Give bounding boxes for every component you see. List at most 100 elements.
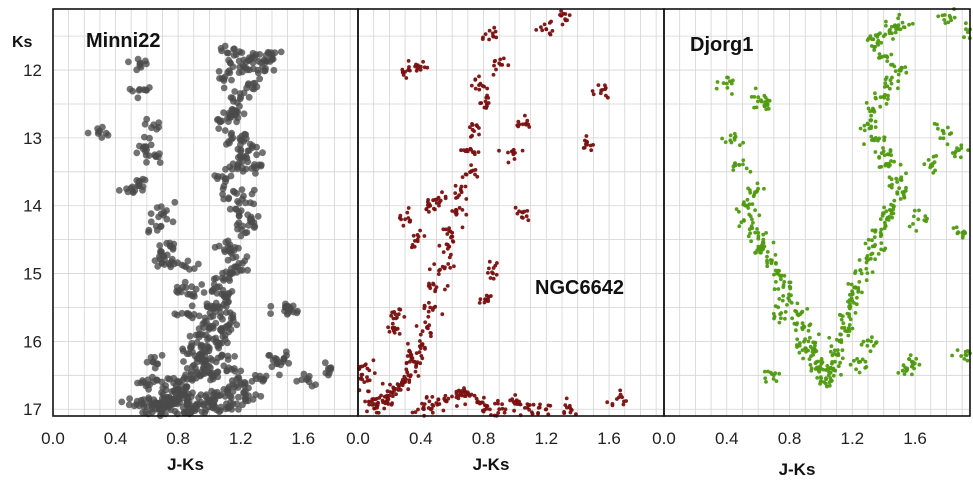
data-point xyxy=(947,132,952,137)
data-point xyxy=(741,158,746,163)
data-point xyxy=(762,104,767,109)
data-point xyxy=(480,37,485,41)
x-tick-label: 0.8 xyxy=(166,429,190,448)
data-point xyxy=(251,223,259,230)
data-point xyxy=(731,78,735,83)
data-point xyxy=(404,361,409,366)
data-point xyxy=(163,207,171,214)
data-point xyxy=(725,75,729,80)
data-point xyxy=(912,208,917,213)
data-point xyxy=(856,360,861,364)
x-tick-label: 0.8 xyxy=(778,429,802,448)
data-point xyxy=(238,49,246,56)
data-point xyxy=(962,357,967,361)
data-point xyxy=(248,377,256,385)
data-point xyxy=(878,31,882,36)
data-point xyxy=(164,375,172,382)
data-point xyxy=(443,393,448,398)
data-point xyxy=(234,114,242,122)
data-point xyxy=(891,211,896,216)
data-point xyxy=(485,86,490,91)
data-point xyxy=(422,402,427,406)
data-point xyxy=(869,134,874,139)
data-point xyxy=(748,169,753,174)
data-point xyxy=(825,364,830,368)
data-point xyxy=(779,311,784,315)
x-axis-label: J-Ks xyxy=(779,460,816,479)
data-point xyxy=(828,370,833,375)
data-point xyxy=(897,12,902,17)
data-point xyxy=(568,407,573,411)
data-point xyxy=(401,73,406,77)
data-point xyxy=(262,64,269,72)
data-point xyxy=(143,358,151,366)
data-point xyxy=(873,119,878,124)
data-point xyxy=(204,336,211,343)
data-point xyxy=(442,266,447,271)
data-point xyxy=(896,86,900,91)
data-point xyxy=(946,125,950,130)
data-point xyxy=(959,143,964,148)
data-point xyxy=(496,398,500,403)
data-point xyxy=(888,78,893,82)
data-point xyxy=(733,134,738,139)
data-point xyxy=(933,168,937,173)
data-point xyxy=(411,359,416,364)
data-point xyxy=(240,192,247,200)
data-point xyxy=(438,267,442,272)
data-point xyxy=(741,218,746,222)
data-point xyxy=(235,405,242,413)
data-point xyxy=(806,339,811,344)
data-point xyxy=(397,383,402,387)
data-point xyxy=(560,22,565,27)
data-point xyxy=(907,357,912,362)
data-point xyxy=(206,369,213,377)
data-point xyxy=(487,28,492,33)
data-point xyxy=(780,298,785,303)
data-point xyxy=(785,303,789,307)
data-point xyxy=(878,217,883,222)
data-point xyxy=(966,30,970,35)
data-point xyxy=(487,37,491,42)
data-point xyxy=(208,288,216,295)
data-point xyxy=(262,372,270,380)
data-point xyxy=(512,408,516,413)
data-point xyxy=(495,261,499,265)
data-point xyxy=(228,76,235,84)
data-point xyxy=(756,95,761,100)
data-point xyxy=(422,234,427,238)
data-point xyxy=(776,272,780,276)
data-point xyxy=(433,287,438,292)
data-point xyxy=(385,393,389,398)
data-point xyxy=(857,370,862,375)
data-point xyxy=(955,348,960,352)
data-point xyxy=(436,195,441,200)
data-point xyxy=(438,198,443,203)
data-point xyxy=(892,24,897,29)
data-point xyxy=(773,304,778,308)
data-point xyxy=(413,239,417,243)
data-point xyxy=(478,297,483,302)
data-point xyxy=(731,168,736,172)
data-point xyxy=(902,195,907,200)
data-point xyxy=(887,29,892,33)
data-point xyxy=(219,315,226,323)
data-point xyxy=(431,281,435,286)
data-point xyxy=(869,113,873,118)
data-point xyxy=(788,285,793,290)
data-point xyxy=(880,55,884,59)
data-point xyxy=(133,149,141,157)
data-point xyxy=(508,398,512,403)
data-point xyxy=(463,184,468,189)
data-point xyxy=(469,392,474,397)
data-point xyxy=(488,407,492,412)
data-point xyxy=(951,226,956,231)
y-axis-label: Ks xyxy=(12,34,33,51)
data-points xyxy=(714,7,972,389)
data-point xyxy=(223,367,231,375)
data-point xyxy=(226,392,234,400)
data-point xyxy=(852,301,856,305)
data-point xyxy=(530,410,534,415)
data-point xyxy=(427,399,432,404)
data-point xyxy=(526,403,531,407)
